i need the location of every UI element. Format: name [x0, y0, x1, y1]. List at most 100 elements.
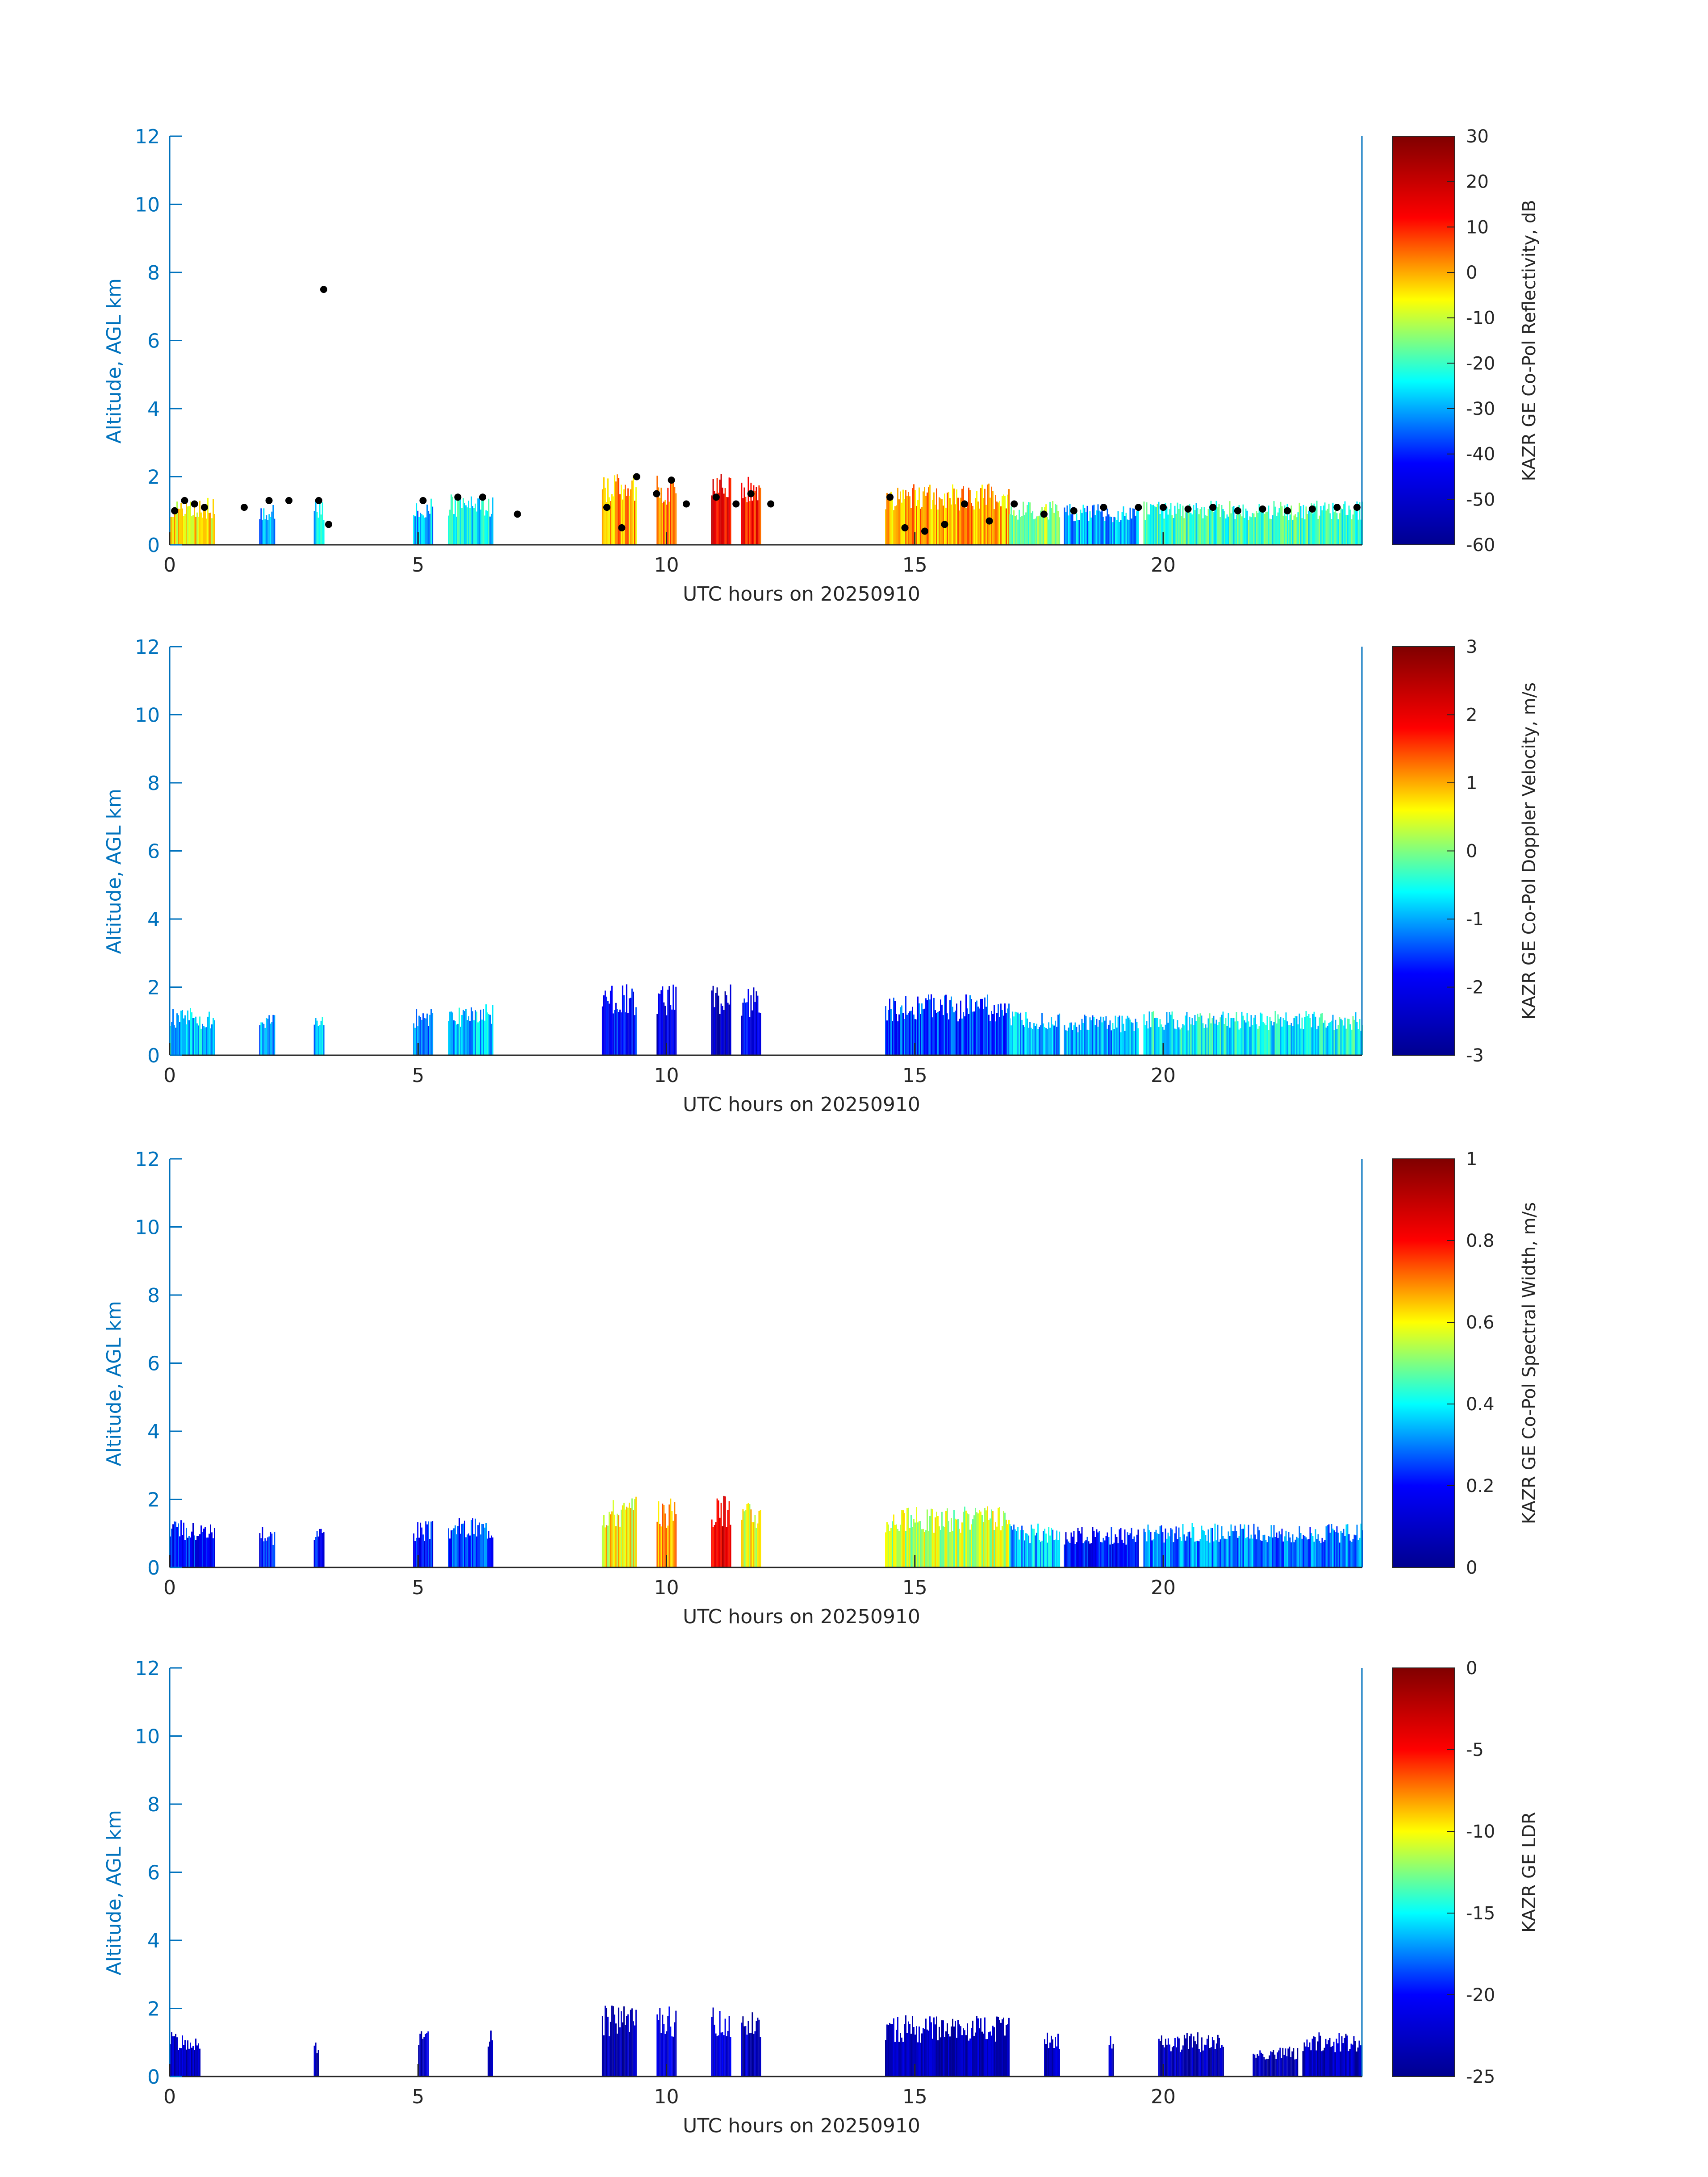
- cloud-slice: [957, 1021, 959, 1055]
- cloud-slice: [1082, 505, 1084, 545]
- cloud-slice: [1100, 511, 1102, 545]
- cloud-slice: [264, 1028, 266, 1055]
- cloud-slice: [1300, 1533, 1302, 1567]
- cloud-slice: [984, 2017, 986, 2077]
- cloud-slice: [1043, 517, 1044, 545]
- cloud-slice: [1175, 2047, 1177, 2077]
- cloud-slice: [1352, 514, 1354, 545]
- cloud-slice: [209, 513, 210, 545]
- cloud-slice: [1047, 517, 1048, 545]
- cloud-base-point: [633, 473, 640, 481]
- cloud-base-point: [668, 476, 675, 484]
- cloud-slice: [667, 488, 669, 545]
- cloud-slice: [615, 481, 617, 545]
- cloud-slice: [917, 1522, 919, 1567]
- cloud-slice: [418, 1015, 420, 1055]
- cloud-slice: [468, 1533, 469, 1567]
- cloud-slice: [716, 2036, 718, 2077]
- cloud-base-point: [941, 521, 948, 528]
- cloud-slice: [919, 1521, 920, 1567]
- cloud-column: [448, 1518, 493, 1567]
- cloud-slice: [1170, 2051, 1172, 2077]
- cloud-slice: [1202, 1529, 1204, 1567]
- cloud-slice: [453, 1020, 455, 1055]
- cloud-slice: [932, 1509, 933, 1567]
- cloud-slice: [616, 1513, 618, 1567]
- cloud-slice: [1177, 502, 1178, 545]
- cloud-slice: [923, 491, 924, 545]
- cloud-slice: [664, 500, 666, 545]
- cloud-slice: [1307, 2047, 1309, 2077]
- cloud-slice: [898, 1531, 900, 1567]
- cloud-slice: [956, 2038, 957, 2077]
- cloud-slice: [1211, 509, 1213, 545]
- cloud-slice: [1293, 1018, 1295, 1055]
- cloud-slice: [758, 485, 760, 545]
- cloud-slice: [1258, 1026, 1260, 1055]
- cloud-slice: [1199, 2052, 1201, 2077]
- cloud-slice: [1132, 1539, 1134, 1567]
- cloud-slice: [920, 2043, 921, 2077]
- cloud-slice: [730, 984, 731, 1055]
- cloud-slice: [900, 1007, 901, 1055]
- cloud-slice: [1327, 1525, 1328, 1567]
- cloud-slice: [1205, 1535, 1207, 1567]
- cloud-slice: [719, 2011, 721, 2077]
- cloud-slice: [928, 487, 929, 545]
- cloud-slice: [1089, 511, 1091, 545]
- cloud-slice: [1144, 1532, 1146, 1567]
- cloud-slice: [1232, 1531, 1233, 1567]
- cloud-slice: [1262, 511, 1264, 545]
- cloud-slice: [619, 494, 621, 545]
- cloud-slice: [992, 491, 994, 545]
- cloud-slice: [890, 1009, 892, 1055]
- cloud-slice: [200, 1525, 202, 1567]
- colorbar-tick-label: -20: [1466, 353, 1495, 374]
- cloud-slice: [712, 479, 714, 545]
- cloud-slice: [1120, 1032, 1122, 1055]
- cloud-slice: [1163, 2047, 1165, 2077]
- cloud-slice: [601, 2016, 603, 2077]
- cloud-slice: [1311, 1027, 1312, 1055]
- cloud-slice: [742, 2016, 744, 2077]
- cloud-slice: [1256, 511, 1257, 545]
- cloud-slice: [1158, 1027, 1160, 1055]
- y-tick-label: 6: [147, 1353, 160, 1375]
- cloud-slice: [1347, 1019, 1349, 1055]
- cloud-base-point: [603, 504, 610, 511]
- cloud-slice: [473, 1534, 475, 1567]
- cloud-slice: [1308, 1014, 1310, 1055]
- y-tick-label: 10: [135, 1726, 160, 1748]
- cloud-slice: [487, 1538, 488, 1567]
- cloud-slice: [190, 1538, 191, 1567]
- cloud-slice: [929, 999, 931, 1055]
- cloud-slice: [1237, 506, 1239, 545]
- cloud-slice: [207, 1016, 209, 1055]
- cloud-slice: [980, 1511, 981, 1567]
- cloud-slice: [1072, 1537, 1073, 1567]
- cloud-slice: [959, 510, 960, 545]
- cloud-slice: [211, 518, 213, 545]
- cloud-column: [413, 1521, 434, 1567]
- cloud-slice: [1182, 2045, 1184, 2077]
- cloud-slice: [1214, 506, 1216, 545]
- cloud-slice: [178, 1015, 179, 1055]
- cloud-slice: [972, 506, 973, 545]
- cloud-slice: [1076, 513, 1077, 545]
- cloud-slice: [886, 493, 888, 545]
- cloud-slice: [603, 1515, 605, 1567]
- cloud-slice: [1282, 1018, 1284, 1055]
- cloud-column: [741, 2012, 761, 2077]
- cloud-slice: [1265, 1540, 1267, 1567]
- cloud-slice: [601, 1006, 603, 1055]
- cloud-slice: [1101, 504, 1103, 545]
- x-tick-label: 5: [412, 1064, 424, 1087]
- cloud-slice: [1320, 1013, 1322, 1055]
- cloud-slice: [1254, 517, 1256, 545]
- cloud-slice: [999, 2020, 1000, 2077]
- cloud-slice: [1093, 505, 1095, 545]
- cloud-slice: [1174, 2038, 1176, 2077]
- cloud-slice: [202, 1024, 203, 1055]
- cloud-slice: [207, 1538, 209, 1567]
- cloud-slice: [896, 505, 897, 545]
